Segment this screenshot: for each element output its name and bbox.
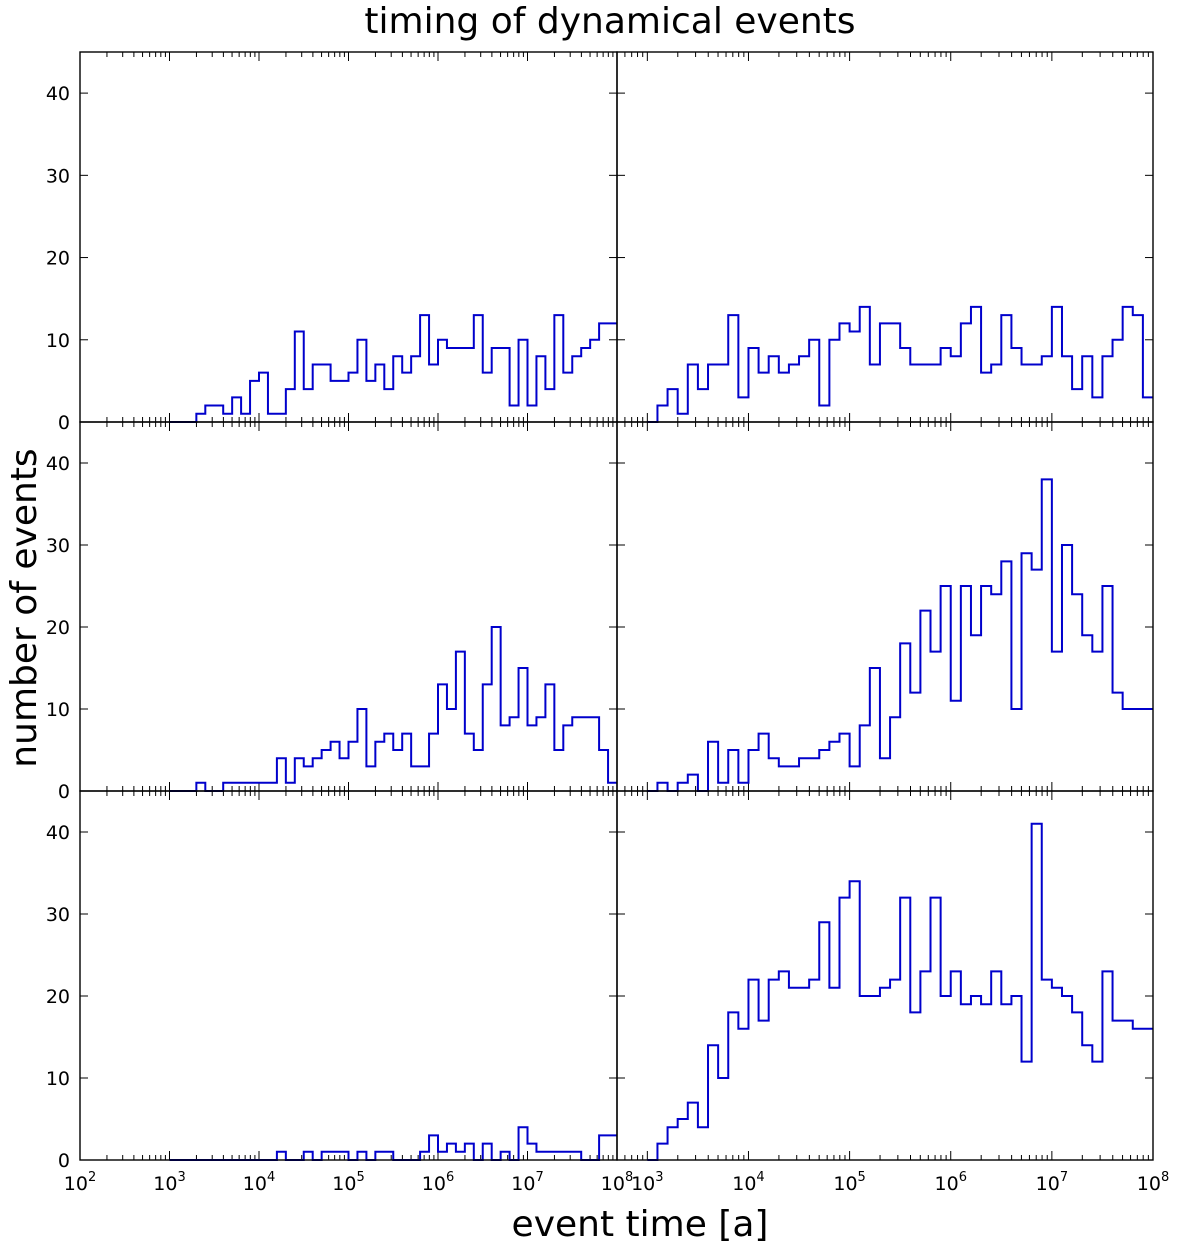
panel-0-1	[616, 51, 1154, 423]
histogram-series	[169, 626, 617, 792]
panel-frame	[79, 790, 618, 1161]
panel-0-0: 0 10 20 30 40	[46, 51, 618, 434]
x-tick-label: 108	[1137, 1170, 1169, 1195]
chart-title: timing of dynamical events	[364, 1, 855, 42]
panel-2-1: 103 104 105 106 107 108	[616, 790, 1169, 1195]
panel-1-1	[616, 421, 1154, 792]
x-tick-label: 104	[243, 1170, 275, 1195]
x-tick-label: 104	[732, 1170, 764, 1195]
x-tick-label: 105	[833, 1170, 865, 1195]
y-tick-label: 0	[58, 1150, 70, 1172]
y-tick-label: 10	[46, 330, 70, 352]
histogram-series	[647, 478, 1153, 792]
histogram-series	[647, 305, 1153, 423]
y-tick-label: 0	[58, 781, 70, 803]
x-tick-label: 103	[153, 1170, 185, 1195]
x-tick-label: 103	[631, 1170, 663, 1195]
x-tick-label: 108	[601, 1170, 633, 1195]
y-tick-label: 10	[46, 699, 70, 721]
y-tick-label: 20	[46, 248, 70, 270]
y-tick-label: 0	[58, 412, 70, 434]
y-tick-label: 10	[46, 1068, 70, 1090]
histogram-series	[647, 822, 1153, 1161]
y-tick-label: 40	[46, 83, 70, 105]
panel-frame	[616, 790, 1154, 1161]
y-axis-label: number of events	[4, 448, 45, 767]
y-tick-label: 20	[46, 986, 70, 1008]
x-tick-label: 107	[1036, 1170, 1068, 1195]
panel-1-0: 0 10 20 30 40	[46, 421, 618, 803]
panel-2-0: 0 10 20 30 40 102 103 104 105 106 107 108	[46, 790, 633, 1195]
y-tick-label: 30	[46, 165, 70, 187]
x-tick-label: 106	[935, 1170, 967, 1195]
panel-frame	[616, 421, 1154, 792]
y-tick-label: 40	[46, 453, 70, 475]
x-axis-label: event time [a]	[512, 1204, 769, 1245]
y-tick-label: 40	[46, 822, 70, 844]
x-tick-label: 102	[64, 1170, 96, 1195]
histogram-series	[169, 314, 617, 423]
y-tick-label: 30	[46, 535, 70, 557]
y-tick-label: 20	[46, 617, 70, 639]
x-tick-label: 105	[332, 1170, 364, 1195]
panel-frame	[79, 421, 618, 792]
y-tick-label: 30	[46, 904, 70, 926]
histogram-series	[169, 1126, 617, 1161]
x-tick-label: 107	[511, 1170, 543, 1195]
x-tick-label: 106	[422, 1170, 454, 1195]
